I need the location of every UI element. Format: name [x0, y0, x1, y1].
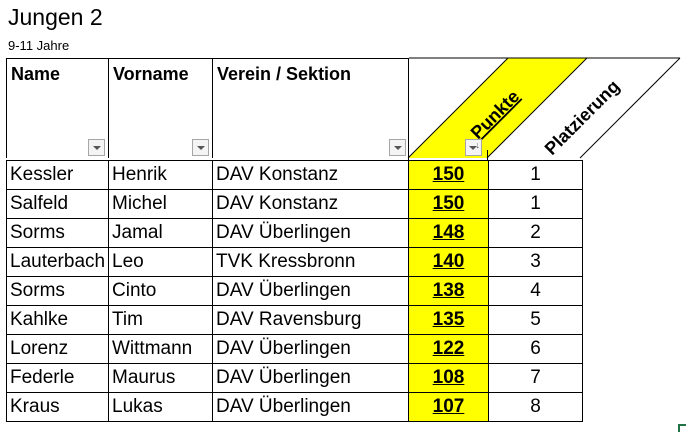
filter-dropdown-icon[interactable] [88, 139, 105, 156]
cell-verein[interactable]: DAV Überlingen [212, 392, 409, 422]
cell-platzierung[interactable]: 8 [488, 392, 583, 422]
cell-vorname[interactable]: Leo [108, 247, 213, 277]
punkte-header-fill [408, 58, 587, 158]
table-row: Sorms Jamal DAV Überlingen 148 2 [6, 218, 583, 248]
header-name-label: Name [11, 64, 61, 84]
cell-verein[interactable]: DAV Überlingen [212, 363, 409, 393]
table-row: Lorenz Wittmann DAV Überlingen 122 6 [6, 334, 583, 364]
cell-name[interactable]: Kraus [6, 392, 109, 422]
cell-punkte[interactable]: 122 [408, 334, 489, 364]
cell-verein[interactable]: DAV Ravensburg [212, 305, 409, 335]
cell-platzierung[interactable]: 3 [488, 247, 583, 277]
cell-punkte[interactable]: 150 [408, 160, 489, 190]
cell-punkte[interactable]: 150 [408, 189, 489, 219]
cell-platzierung[interactable]: 2 [488, 218, 583, 248]
results-table: Kessler Henrik DAV Konstanz 150 1 Salfeld Mich… [6, 160, 583, 422]
cell-platzierung[interactable]: 1 [488, 160, 583, 190]
table-row: Salfeld Michel DAV Konstanz 150 1 [6, 189, 583, 219]
cell-platzierung[interactable]: 1 [488, 189, 583, 219]
header-divider [486, 57, 588, 159]
table-row: Lauterbach Leo TVK Kressbronn 140 3 [6, 247, 583, 277]
header-verein-label: Verein / Sektion [217, 64, 352, 84]
cell-platzierung[interactable]: 4 [488, 276, 583, 306]
cell-name[interactable]: Sorms [6, 276, 109, 306]
cell-vorname[interactable]: Henrik [108, 160, 213, 190]
cell-verein[interactable]: TVK Kressbronn [212, 247, 409, 277]
header-verein[interactable]: Verein / Sektion [213, 58, 409, 158]
cell-verein[interactable]: DAV Konstanz [212, 160, 409, 190]
cell-name[interactable]: Sorms [6, 218, 109, 248]
table-row: Kahlke Tim DAV Ravensburg 135 5 [6, 305, 583, 335]
cell-verein[interactable]: DAV Überlingen [212, 218, 409, 248]
cell-name[interactable]: Kessler [6, 160, 109, 190]
cell-name[interactable]: Lauterbach [6, 247, 109, 277]
sort-filter-icon[interactable]: ↓ [465, 139, 482, 156]
header-divider [579, 57, 681, 159]
cell-platzierung[interactable]: 6 [488, 334, 583, 364]
cell-punkte[interactable]: 138 [408, 276, 489, 306]
cell-punkte[interactable]: 140 [408, 247, 489, 277]
table-row: Federle Maurus DAV Überlingen 108 7 [6, 363, 583, 393]
cell-vorname[interactable]: Cinto [108, 276, 213, 306]
cell-name[interactable]: Kahlke [6, 305, 109, 335]
cell-verein[interactable]: DAV Konstanz [212, 189, 409, 219]
header-vorname[interactable]: Vorname [109, 58, 213, 158]
cell-punkte[interactable]: 135 [408, 305, 489, 335]
cell-punkte[interactable]: 107 [408, 392, 489, 422]
cell-platzierung[interactable]: 5 [488, 305, 583, 335]
cell-name[interactable]: Salfeld [6, 189, 109, 219]
sheet-title: Jungen 2 [8, 4, 103, 30]
cell-platzierung[interactable]: 7 [488, 363, 583, 393]
header-divider [407, 57, 509, 159]
cell-name[interactable]: Lorenz [6, 334, 109, 364]
table-row: Kessler Henrik DAV Konstanz 150 1 [6, 160, 583, 190]
cell-vorname[interactable]: Tim [108, 305, 213, 335]
table-row: Sorms Cinto DAV Überlingen 138 4 [6, 276, 583, 306]
cell-verein[interactable]: DAV Überlingen [212, 276, 409, 306]
header-platzierung-label: Platzierung [541, 76, 624, 159]
cell-vorname[interactable]: Wittmann [108, 334, 213, 364]
selection-corner-marker [678, 424, 686, 432]
filter-dropdown-icon[interactable] [192, 139, 209, 156]
cell-vorname[interactable]: Michel [108, 189, 213, 219]
header-name[interactable]: Name [6, 58, 109, 158]
sheet-subtitle: 9-11 Jahre [8, 38, 70, 53]
cell-vorname[interactable]: Maurus [108, 363, 213, 393]
cell-vorname[interactable]: Lukas [108, 392, 213, 422]
table-row: Kraus Lukas DAV Überlingen 107 8 [6, 392, 583, 422]
cell-punkte[interactable]: 108 [408, 363, 489, 393]
header-vorname-label: Vorname [113, 64, 189, 84]
filter-dropdown-icon[interactable] [389, 139, 406, 156]
cell-name[interactable]: Federle [6, 363, 109, 393]
header-punkte-label: Punkte [467, 86, 524, 143]
cell-punkte[interactable]: 148 [408, 218, 489, 248]
cell-vorname[interactable]: Jamal [108, 218, 213, 248]
cell-verein[interactable]: DAV Überlingen [212, 334, 409, 364]
